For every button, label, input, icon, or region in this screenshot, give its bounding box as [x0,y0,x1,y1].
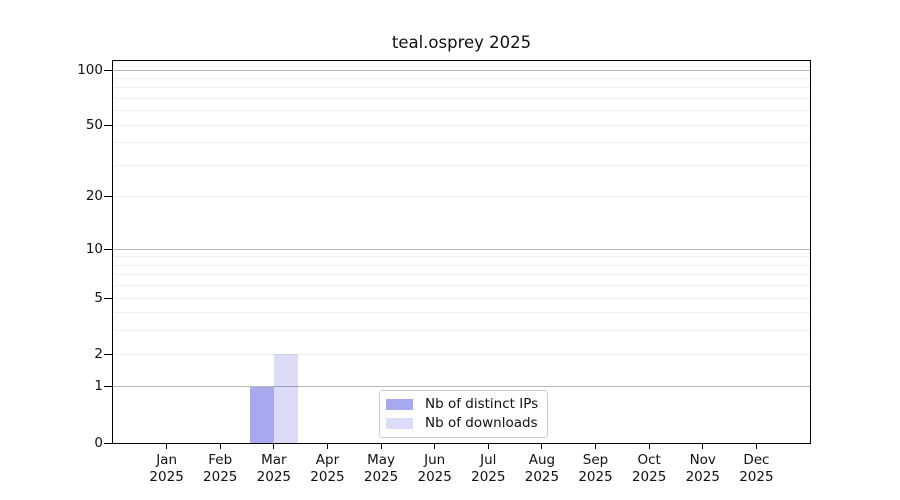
gridline-minor-7 [113,274,810,276]
x-tick-jun [434,444,436,449]
legend-swatch-distinct-ips [386,399,413,411]
x-tick-label-aug: Aug 2025 [524,452,560,485]
y-tick-0 [104,442,112,444]
y-tick-100 [104,69,112,71]
x-tick-mar [273,444,275,449]
gridline-minor-30 [113,164,810,166]
y-tick-label-1: 1 [94,378,103,395]
y-tick-10 [104,248,112,250]
x-tick-label-mar: Mar 2025 [256,452,292,485]
gridline-minor-4 [113,312,810,314]
y-tick-label-0: 0 [94,434,103,451]
x-tick-label-dec: Dec 2025 [739,452,774,485]
x-tick-may [380,444,382,449]
gridline-minor-90 [113,77,810,79]
y-tick-label-100: 100 [77,61,103,78]
bars-layer [113,61,810,443]
gridline-minor-6 [113,285,810,287]
gridline-minor-70 [113,97,810,99]
legend-item-downloads: Nb of downloads [386,414,539,431]
legend-label-downloads: Nb of downloads [425,414,538,431]
x-tick-label-jan: Jan 2025 [149,452,184,485]
x-tick-label-sep: Sep 2025 [578,452,613,485]
x-tick-label-oct: Oct 2025 [631,452,667,485]
gridline-minor-5 [113,297,810,299]
x-tick-label-feb: Feb 2025 [203,452,238,485]
y-tick-50 [104,124,112,126]
gridline-minor-60 [113,110,810,112]
legend-swatch-downloads [386,417,413,429]
gridline-major-1 [113,386,810,388]
gridline-major-100 [113,69,810,71]
y-tick-20 [104,196,112,198]
gridline-minor-9 [113,256,810,258]
x-tick-label-jul: Jul 2025 [471,452,506,485]
x-tick-apr [326,444,328,449]
gridline-minor-40 [113,142,810,144]
x-tick-dec [755,444,757,449]
x-tick-label-may: May 2025 [363,452,399,485]
y-tick-1 [104,386,112,388]
x-tick-aug [541,444,543,449]
gridline-minor-20 [113,196,810,198]
bar-nb-of-distinct-ips-mar [249,386,274,443]
x-tick-nov [702,444,704,449]
gridline-minor-8 [113,264,810,266]
legend-item-distinct-ips: Nb of distinct IPs [386,397,539,412]
gridline-major-10 [113,248,810,250]
bar-nb-of-downloads-mar [273,354,298,443]
plot-area: Nb of distinct IPs Nb of downloads [112,60,811,444]
x-tick-feb [219,444,221,449]
y-tick-label-50: 50 [85,116,103,133]
gridline-minor-3 [113,330,810,332]
y-tick-label-20: 20 [85,188,103,205]
y-tick-label-10: 10 [85,240,103,257]
x-tick-jul [487,444,489,449]
gridlines-layer [113,61,810,443]
legend-label-distinct-ips: Nb of distinct IPs [425,396,539,413]
y-tick-2 [104,353,112,355]
x-tick-oct [648,444,650,449]
chart-title: teal.osprey 2025 [391,33,532,52]
x-tick-label-nov: Nov 2025 [685,452,720,485]
y-tick-label-2: 2 [94,345,103,362]
x-tick-label-apr: Apr 2025 [310,452,345,485]
x-tick-label-jun: Jun 2025 [417,452,452,485]
gridline-minor-2 [113,353,810,355]
x-tick-jan [166,444,168,449]
gridline-minor-50 [113,124,810,126]
x-tick-sep [595,444,597,449]
legend: Nb of distinct IPs Nb of downloads [379,390,548,438]
y-tick-5 [104,297,112,299]
gridline-minor-80 [113,87,810,89]
y-tick-label-5: 5 [94,289,103,306]
